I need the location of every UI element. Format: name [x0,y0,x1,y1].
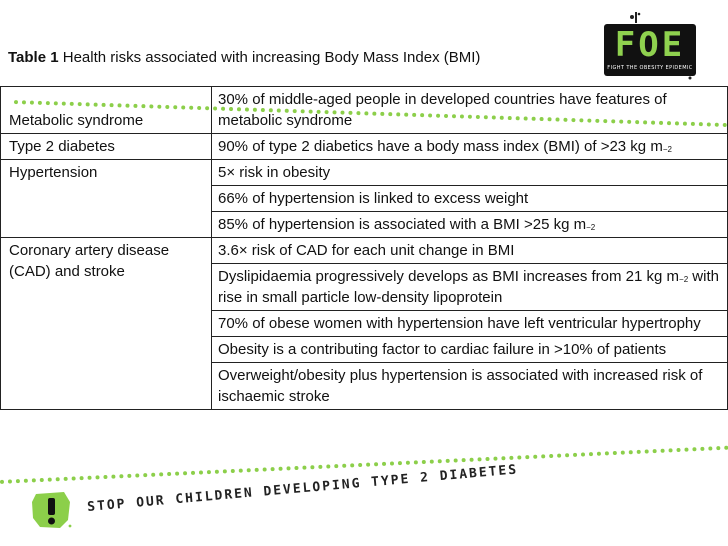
risk-cell: Dyslipidaemia progressively develops as … [211,263,728,311]
table-row: Metabolic syndrome 30% of middle-aged pe… [0,86,728,134]
table-row: Obesity is a contributing factor to card… [1,336,728,363]
risk-cell: 5× risk in obesity [211,159,728,186]
risk-cell: 3.6× risk of CAD for each unit change in… [211,237,728,264]
risk-cell: Overweight/obesity plus hypertension is … [211,362,728,410]
logo-tagline: FIGHT THE OBESITY EPIDEMIC [607,65,693,71]
table-caption-text: Health risks associated with increasing … [62,49,481,66]
risk-cell: 66% of hypertension is linked to excess … [211,185,728,212]
footer-slogan: STOP OUR CHILDREN DEVELOPING TYPE 2 DIAB… [86,462,519,515]
category-cell: Hypertension [0,159,212,238]
table-row: 66% of hypertension is linked to excess … [1,185,728,212]
logo-box [604,24,696,76]
table-row: Overweight/obesity plus hypertension is … [1,362,728,410]
table-row: Hypertension 5× risk in obesity [0,159,728,238]
health-risks-table: Metabolic syndrome 30% of middle-aged pe… [0,86,728,410]
risk-cell: 85% of hypertension is associated with a… [211,211,728,238]
risk-cell: 30% of middle-aged people in developed c… [211,86,728,134]
foe-logo: FOE FIGHT THE OBESITY EPIDEMIC [602,10,700,84]
table-row: 85% of hypertension is associated with a… [1,211,728,238]
table-row: Type 2 diabetes 90% of type 2 diabetics … [0,133,728,160]
logo-splatter-icon [630,12,692,80]
table-row: 70% of obese women with hypertension hav… [1,310,728,337]
risk-cell: 90% of type 2 diabetics have a body mass… [211,133,728,160]
table-caption: Table 1 Health risks associated with inc… [8,48,480,68]
exclamation-badge-icon [32,492,72,528]
category-cell: Type 2 diabetes [0,133,212,160]
category-cell: Coronary artery disease (CAD) and stroke [0,237,212,410]
table-row: Coronary artery disease (CAD) and stroke… [0,237,728,410]
logo-text: FOE [614,25,686,65]
risk-cell: Obesity is a contributing factor to card… [211,336,728,363]
table-row: Dyslipidaemia progressively develops as … [1,263,728,311]
table-caption-label: Table 1 [8,49,59,66]
category-cell: Metabolic syndrome [0,86,212,134]
risk-cell: 70% of obese women with hypertension hav… [211,310,728,337]
dotted-divider-bottom [0,445,728,484]
